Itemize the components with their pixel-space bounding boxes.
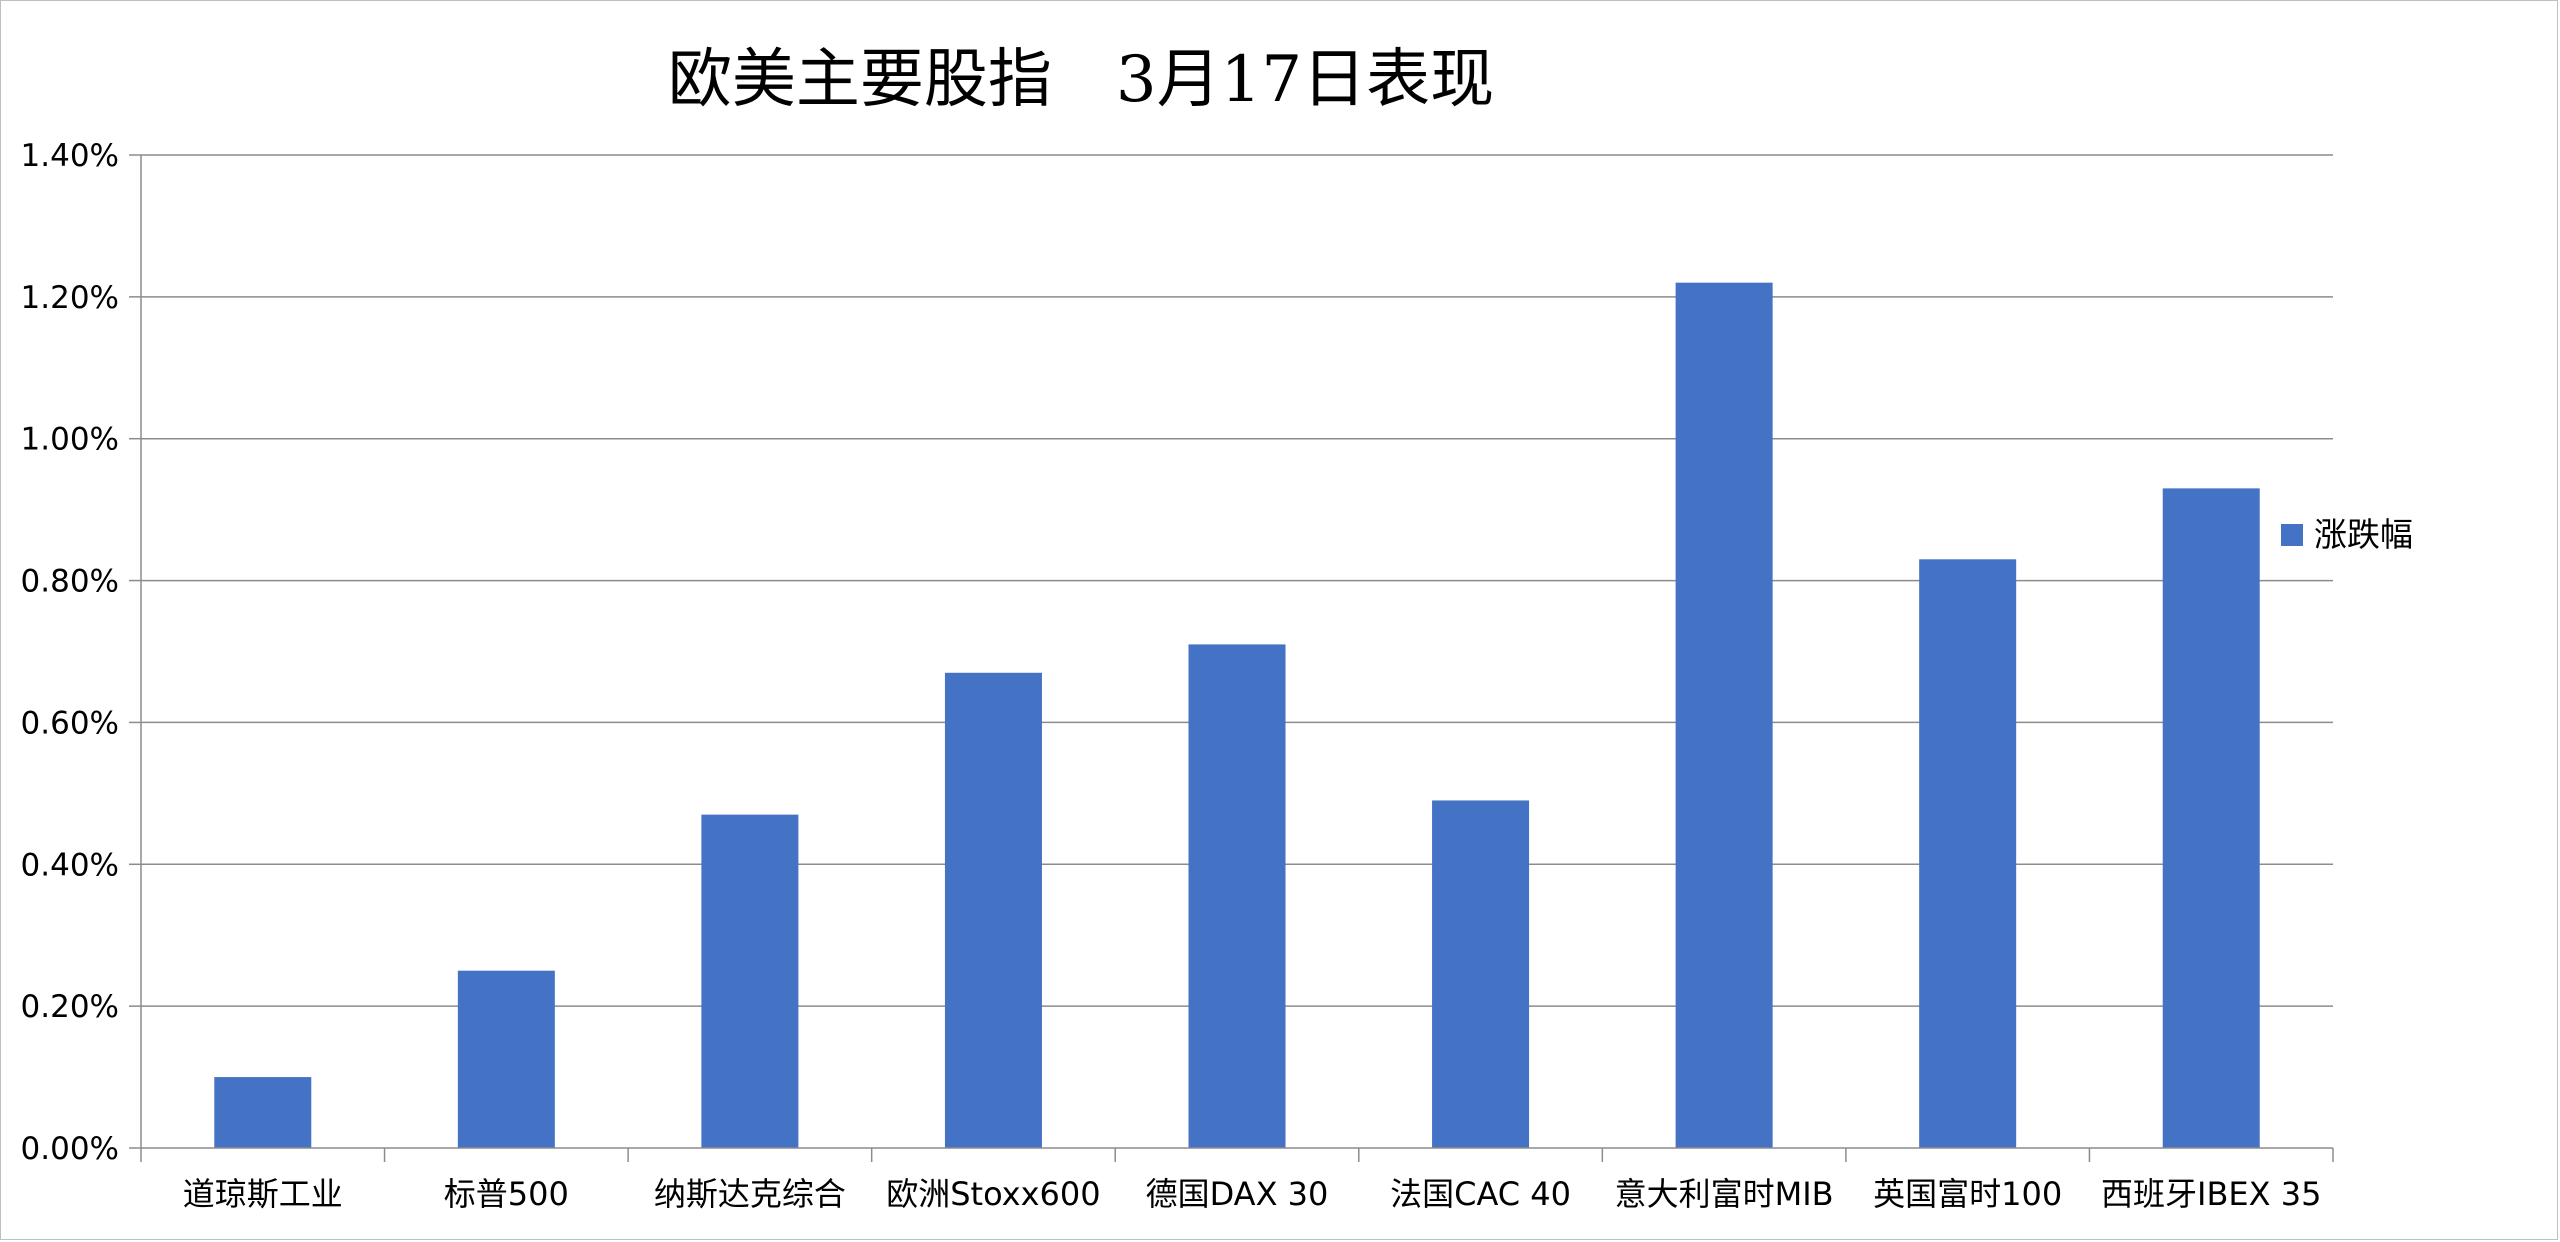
chart-title: 欧美主要股指 3月17日表现 — [668, 43, 1494, 117]
x-tick-label: 英国富时100 — [1873, 1175, 2062, 1213]
bar — [457, 970, 555, 1148]
x-tick-label: 德国DAX 30 — [1146, 1175, 1329, 1213]
x-tick-label: 法国CAC 40 — [1390, 1175, 1571, 1213]
legend: 涨跌幅 — [2281, 515, 2413, 554]
y-tick-label: 0.60% — [21, 705, 119, 741]
x-tick-label: 标普500 — [444, 1175, 569, 1213]
y-tick-label: 0.80% — [21, 564, 119, 600]
legend-swatch — [2281, 524, 2303, 546]
axes: 0.00% 0.20% 0.40% 0.60% 0.80% 1.00% 1.20% 1.40%… — [21, 138, 2334, 1213]
y-tick-label: 0.00% — [21, 1131, 119, 1167]
x-tick-label: 纳斯达克综合 — [654, 1175, 846, 1213]
y-tick-label: 1.20% — [21, 280, 119, 316]
bar — [701, 814, 799, 1148]
x-tick-label: 西班牙IBEX 35 — [2101, 1175, 2321, 1213]
legend-label: 涨跌幅 — [2314, 515, 2413, 554]
y-tick-label: 1.00% — [21, 422, 119, 458]
bars — [214, 282, 2260, 1149]
x-tick-label: 意大利富时MIB — [1615, 1175, 1834, 1213]
bar — [944, 672, 1042, 1148]
y-tick-label: 0.20% — [21, 989, 119, 1025]
bar — [214, 1077, 312, 1148]
bar — [1919, 559, 2017, 1148]
x-tick-label: 道琼斯工业 — [183, 1175, 343, 1213]
bar — [1675, 282, 1773, 1149]
y-tick-label: 1.40% — [21, 138, 119, 174]
bar — [2162, 488, 2260, 1149]
x-tick-label: 欧洲Stoxx600 — [886, 1175, 1100, 1213]
y-tick-label: 0.40% — [21, 847, 119, 883]
bar — [1432, 800, 1530, 1148]
bar — [1188, 644, 1286, 1148]
